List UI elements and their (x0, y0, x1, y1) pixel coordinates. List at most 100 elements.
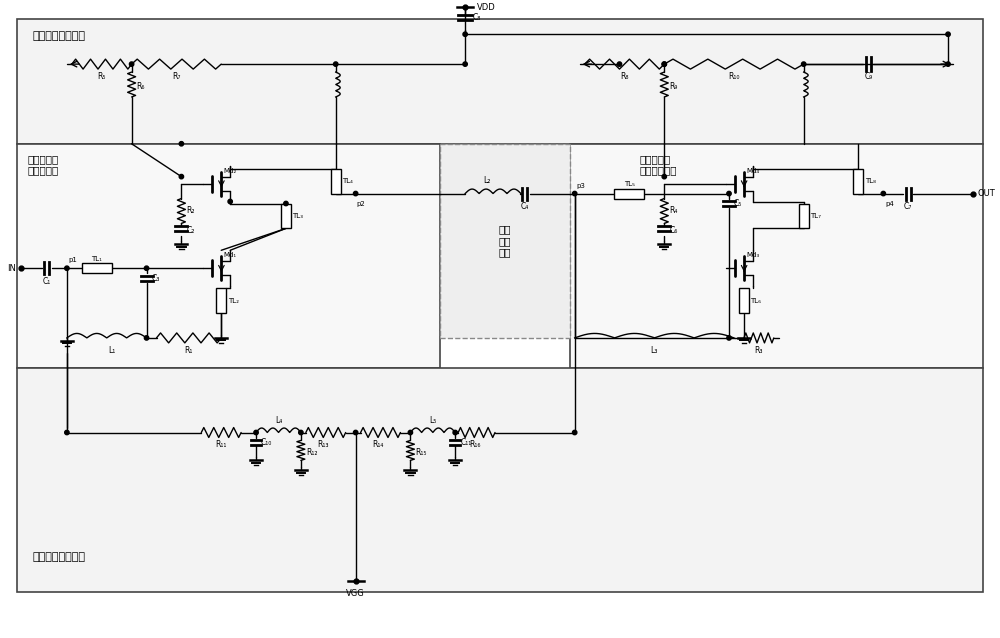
Text: R₂: R₂ (186, 207, 195, 216)
Text: VGG: VGG (346, 589, 365, 598)
Text: TL₇: TL₇ (810, 213, 821, 219)
Text: L₁: L₁ (108, 346, 115, 355)
Text: R₁₁: R₁₁ (216, 440, 227, 449)
Circle shape (353, 430, 358, 434)
Text: C₆: C₆ (669, 226, 678, 235)
Text: TL₃: TL₃ (292, 213, 303, 219)
Text: R₆: R₆ (137, 82, 145, 91)
Circle shape (727, 336, 731, 340)
Text: 二堆叠低噪
声放大网络: 二堆叠低噪 声放大网络 (27, 154, 58, 175)
Circle shape (572, 430, 577, 434)
Text: p1: p1 (68, 257, 77, 263)
Bar (799, 204, 809, 228)
Text: R₁: R₁ (185, 346, 193, 355)
Bar (17, 144, 440, 367)
Text: 第一供电偏置网络: 第一供电偏置网络 (32, 31, 85, 41)
Text: Md₄: Md₄ (746, 168, 759, 174)
Text: Md₂: Md₂ (223, 168, 236, 174)
Bar (82, 263, 112, 273)
Text: C₂: C₂ (186, 226, 195, 235)
Circle shape (129, 62, 134, 66)
Text: R₃: R₃ (755, 346, 763, 355)
Text: VDD: VDD (477, 3, 496, 12)
Circle shape (617, 62, 622, 66)
Bar (17, 367, 983, 592)
Bar (331, 168, 341, 193)
Text: 二堆叠增益
扩张放大网络: 二堆叠增益 扩张放大网络 (639, 154, 677, 175)
Text: R₁₅: R₁₅ (415, 448, 427, 457)
Circle shape (946, 62, 950, 66)
Circle shape (334, 62, 338, 66)
Bar (440, 144, 570, 338)
Circle shape (65, 266, 69, 271)
Circle shape (179, 142, 184, 146)
Circle shape (353, 191, 358, 196)
Circle shape (408, 430, 413, 434)
Text: TL₅: TL₅ (624, 181, 635, 187)
Text: R₁₆: R₁₆ (469, 440, 481, 449)
Text: R₈: R₈ (620, 72, 629, 81)
Text: TL₄: TL₄ (342, 178, 353, 184)
Circle shape (662, 62, 666, 66)
Bar (281, 204, 291, 228)
Text: L₃: L₃ (651, 346, 658, 355)
Text: L₅: L₅ (429, 416, 436, 425)
Text: C₁₁: C₁₁ (460, 438, 471, 447)
Circle shape (727, 191, 731, 196)
Text: 级间
匹配
网络: 级间 匹配 网络 (499, 224, 511, 258)
Text: TL₂: TL₂ (228, 297, 239, 304)
Text: Md₃: Md₃ (746, 252, 759, 258)
Circle shape (662, 62, 666, 66)
Bar (853, 168, 863, 193)
Circle shape (463, 62, 467, 66)
Circle shape (228, 199, 232, 204)
Circle shape (453, 430, 457, 434)
Text: 第二供电偏置网络: 第二供电偏置网络 (32, 552, 85, 562)
Text: R₄: R₄ (669, 207, 678, 216)
Circle shape (299, 430, 303, 434)
Text: TL₆: TL₆ (750, 297, 761, 304)
Text: C₉: C₉ (864, 72, 873, 81)
Text: C₃: C₃ (152, 274, 160, 283)
Circle shape (463, 32, 467, 36)
Text: IN: IN (7, 263, 16, 272)
Circle shape (284, 202, 288, 205)
Text: R₁₃: R₁₃ (318, 440, 329, 449)
Text: R₁₄: R₁₄ (372, 440, 384, 449)
Text: C₄: C₄ (521, 202, 529, 211)
Text: p2: p2 (357, 200, 365, 207)
Text: p4: p4 (885, 200, 894, 207)
Text: p3: p3 (577, 182, 586, 189)
Circle shape (662, 174, 666, 179)
Text: OUT: OUT (978, 189, 996, 198)
Circle shape (179, 174, 184, 179)
Bar (739, 288, 749, 313)
Circle shape (65, 430, 69, 434)
Text: L₄: L₄ (275, 416, 282, 425)
Text: L₂: L₂ (483, 175, 491, 184)
Bar (17, 19, 983, 144)
Bar (216, 288, 226, 313)
Text: Md₁: Md₁ (223, 252, 236, 258)
Text: R₁₂: R₁₂ (306, 448, 317, 457)
Circle shape (881, 191, 886, 196)
Text: R₅: R₅ (97, 72, 106, 81)
Text: TL₈: TL₈ (865, 178, 876, 184)
Text: C₈: C₈ (473, 13, 481, 22)
Circle shape (801, 62, 806, 66)
Circle shape (254, 430, 258, 434)
Text: C₁₀: C₁₀ (261, 438, 272, 447)
Text: TL₁: TL₁ (91, 256, 102, 262)
Text: C₁: C₁ (43, 277, 51, 286)
Bar (570, 144, 983, 367)
Text: C₇: C₇ (904, 202, 912, 211)
Text: C₅: C₅ (734, 199, 742, 208)
Circle shape (144, 336, 149, 340)
Circle shape (572, 191, 577, 196)
Text: R₉: R₉ (669, 82, 678, 91)
Circle shape (144, 266, 149, 271)
Text: R₇: R₇ (172, 72, 181, 81)
Circle shape (946, 32, 950, 36)
Bar (614, 189, 644, 198)
Text: R₁₀: R₁₀ (728, 72, 740, 81)
